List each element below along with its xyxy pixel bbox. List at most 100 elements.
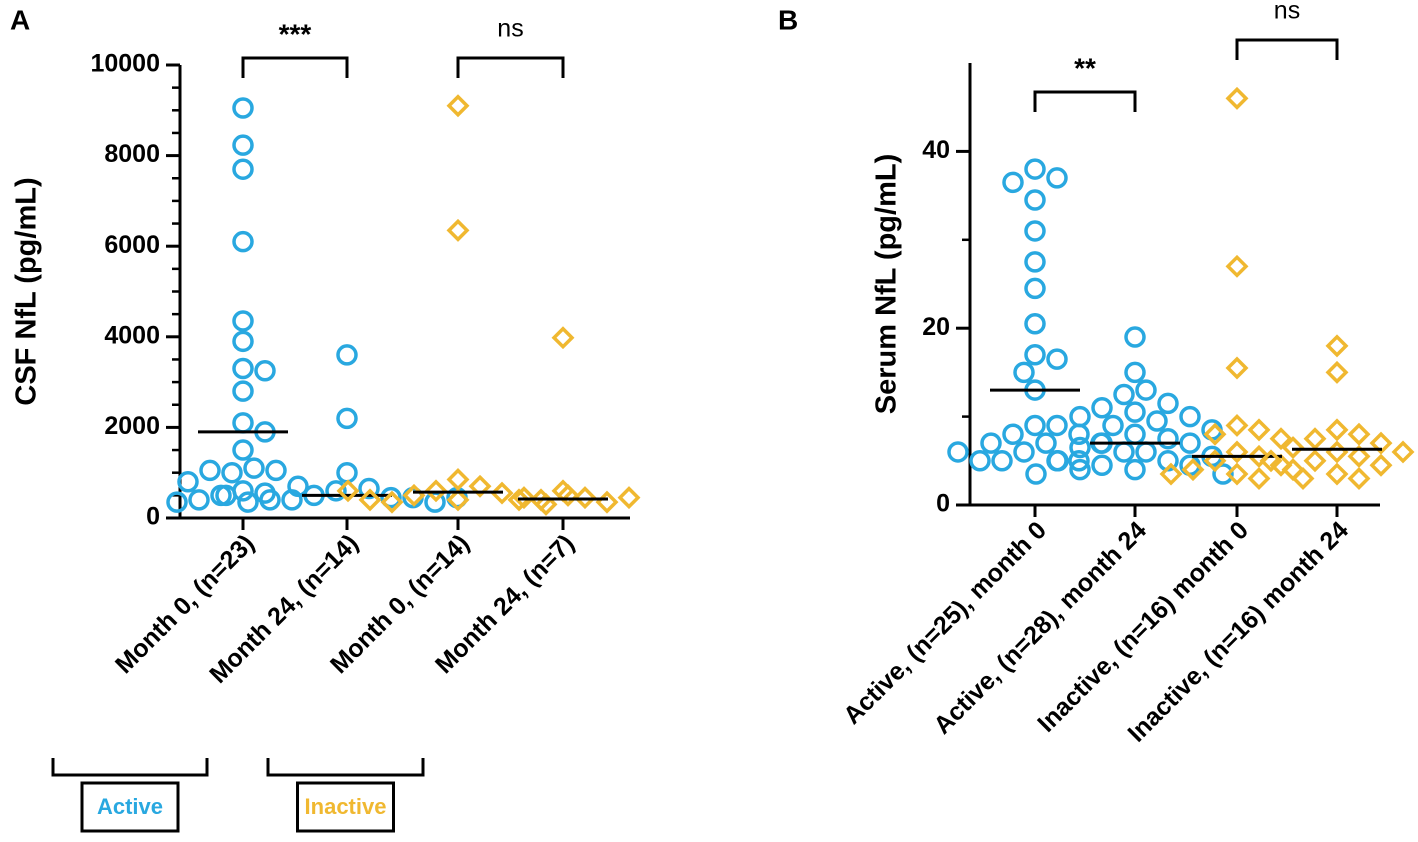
data-point (232, 330, 254, 353)
data-point (358, 477, 380, 500)
data-point (1325, 360, 1349, 384)
significance-label: ** (1074, 52, 1096, 83)
data-point (1124, 458, 1146, 481)
data-point (1024, 251, 1046, 273)
data-point (1369, 453, 1393, 477)
group-box (80, 781, 180, 833)
data-point (1024, 158, 1046, 180)
data-point (1203, 422, 1227, 446)
data-point (336, 479, 360, 503)
significance-label: *** (279, 18, 312, 49)
data-point (980, 432, 1002, 454)
y-axis-label: Serum NfL (pg/mL) (871, 154, 903, 414)
data-point (232, 230, 254, 253)
y-tick-label: 40 (922, 136, 950, 164)
data-point (534, 492, 558, 516)
data-point (1225, 254, 1249, 278)
data-point (232, 97, 254, 119)
data-point (1181, 458, 1205, 482)
data-point (1225, 356, 1249, 380)
data-point (1325, 418, 1349, 442)
data-point (1247, 418, 1271, 442)
data-point (1303, 427, 1327, 451)
data-point (1212, 463, 1234, 485)
data-point (1179, 405, 1201, 428)
data-point (1091, 454, 1113, 476)
data-point (336, 344, 358, 366)
x-tick-label: Active, (n=28), month 24 (928, 516, 1152, 740)
data-point (1225, 462, 1249, 486)
data-point (1247, 467, 1271, 490)
data-point (1124, 401, 1146, 423)
y-tick-label: 10000 (90, 50, 160, 78)
x-tick-label: Active, (n=25), month 0 (838, 516, 1052, 730)
data-point (1179, 432, 1201, 454)
data-point (1124, 326, 1146, 348)
panel-label: B (778, 4, 798, 35)
data-point (1047, 450, 1069, 472)
data-point (1247, 444, 1271, 468)
data-point (232, 310, 254, 332)
data-point (166, 491, 188, 513)
data-point (199, 459, 221, 482)
data-point (529, 488, 553, 512)
data-point (1102, 414, 1124, 437)
data-point (1046, 348, 1068, 370)
data-point (1135, 441, 1157, 463)
data-point (1325, 334, 1349, 358)
data-point (1024, 277, 1046, 300)
significance-bracket (456, 56, 565, 78)
panel-label: A (10, 4, 30, 35)
y-tick-label: 2000 (104, 412, 160, 440)
data-point (1091, 397, 1113, 419)
data-point (507, 488, 531, 512)
data-point (1035, 432, 1057, 454)
data-point (1347, 444, 1371, 468)
data-point (232, 357, 254, 380)
data-point (1068, 450, 1090, 472)
data-point (215, 484, 237, 507)
data-point (1002, 423, 1024, 446)
y-tick-label: 20 (922, 313, 950, 341)
y-tick-label: 0 (146, 503, 160, 531)
y-tick-label: 6000 (104, 231, 160, 259)
data-point (556, 483, 580, 507)
data-point (243, 457, 265, 479)
data-point (1124, 423, 1146, 446)
data-point (254, 360, 276, 382)
significance-label: ns (1274, 0, 1300, 25)
data-point (1325, 462, 1349, 486)
data-point (232, 412, 254, 434)
data-point (1157, 392, 1179, 415)
y-tick-label: 4000 (104, 321, 160, 349)
data-point (1369, 431, 1393, 455)
data-point (336, 461, 358, 484)
data-point (1013, 361, 1035, 384)
data-point (991, 450, 1013, 472)
data-point (177, 471, 199, 493)
data-point (1069, 436, 1091, 459)
data-point (336, 407, 358, 430)
data-point (446, 468, 470, 491)
data-point (1347, 467, 1371, 490)
data-point (551, 326, 575, 350)
data-point (446, 488, 470, 512)
data-point (595, 490, 619, 514)
data-point (1391, 440, 1415, 464)
data-point (1013, 441, 1035, 463)
data-point (490, 481, 514, 505)
data-point (1025, 463, 1047, 485)
data-point (1269, 427, 1293, 451)
data-point (1146, 410, 1168, 432)
data-point (969, 450, 991, 472)
data-point (1046, 414, 1068, 437)
data-point (1291, 467, 1315, 490)
data-point (468, 474, 492, 498)
data-point (1113, 383, 1135, 406)
data-point (358, 488, 382, 512)
significance-label: ns (497, 15, 523, 43)
data-point (446, 94, 470, 118)
data-point (1303, 449, 1327, 473)
group-label: Inactive (305, 794, 387, 819)
